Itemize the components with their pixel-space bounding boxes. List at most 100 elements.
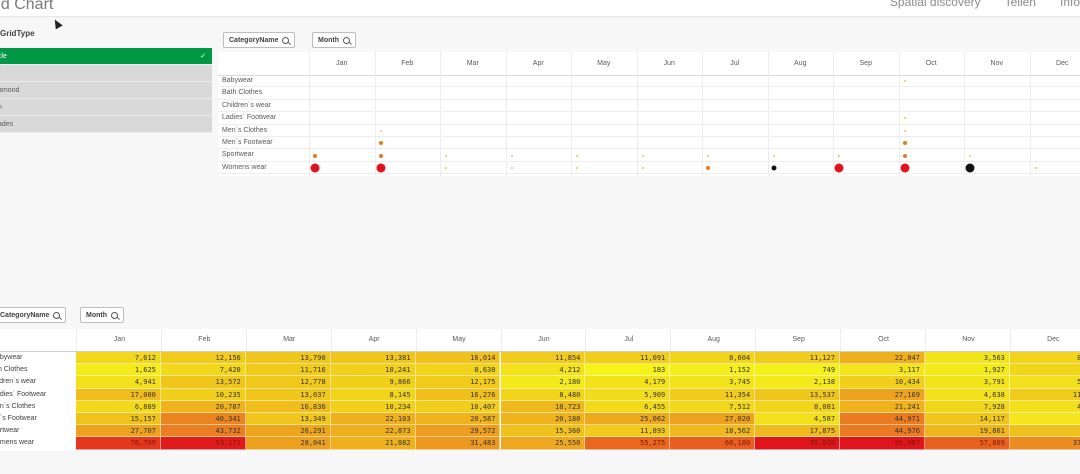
heatmap-cell[interactable]: 10,241 <box>330 364 416 377</box>
heatmap-cell[interactable]: 12,156 <box>160 352 246 365</box>
heatmap-cell[interactable]: 44,971 <box>840 413 925 426</box>
heatmap-cell[interactable]: 5,909 <box>585 388 671 401</box>
heatmap-cell[interactable]: 3,791 <box>925 376 1010 389</box>
heatmap-cell[interactable]: 21,241 <box>840 400 925 413</box>
heatmap-cell[interactable]: 11,7 <box>1009 388 1080 401</box>
grid-dot[interactable] <box>379 129 382 132</box>
heatmap-cell[interactable]: 28,041 <box>245 437 331 450</box>
filter-item-2[interactable]: r <box>0 65 212 82</box>
heatmap-cell[interactable]: 19,861 <box>925 425 1010 438</box>
nav-info[interactable]: Info <box>1059 0 1080 9</box>
heatmap-cell[interactable]: 20,587 <box>415 413 501 426</box>
grid-dot[interactable] <box>771 165 776 171</box>
heatmap-cell[interactable]: 10,434 <box>840 376 925 389</box>
heatmap-cell[interactable]: 11,716 <box>245 364 331 377</box>
heatmap-cell[interactable]: 95,630 <box>755 437 841 450</box>
heatmap-cell[interactable]: 12,778 <box>245 376 331 389</box>
heatmap-cell[interactable]: 7,420 <box>160 364 246 377</box>
grid-dot[interactable] <box>903 117 906 120</box>
filter-item-diamond[interactable]: amond <box>0 82 212 99</box>
grid-dot[interactable] <box>902 141 907 146</box>
heatmap-cell[interactable]: 44,976 <box>840 425 925 438</box>
grid-dot[interactable] <box>834 163 844 173</box>
heatmap-cell[interactable]: 11,091 <box>585 352 671 365</box>
heatmap-cell[interactable]: 31,483 <box>415 437 501 450</box>
month-dimension-button-2[interactable]: Month <box>80 307 124 323</box>
heatmap-cell[interactable]: 8,3 <box>1009 352 1080 365</box>
heatmap-cell[interactable]: 78,709 <box>76 437 161 450</box>
heatmap-cell[interactable]: 13,572 <box>160 376 246 389</box>
heatmap-cell[interactable]: 10,234 <box>330 400 416 413</box>
grid-dot[interactable] <box>965 163 975 173</box>
grid-dot[interactable] <box>772 154 775 157</box>
heatmap-cell[interactable]: 25,062 <box>585 413 671 426</box>
heatmap-cell[interactable]: 16,836 <box>245 400 331 413</box>
grid-dot[interactable] <box>707 154 709 157</box>
heatmap-cell[interactable]: 27,169 <box>840 388 925 401</box>
grid-dot[interactable] <box>445 154 447 157</box>
grid-dot[interactable] <box>445 167 447 169</box>
grid-dot[interactable] <box>903 129 906 132</box>
heatmap-cell[interactable]: 8,480 <box>500 388 586 401</box>
heatmap-cell[interactable]: 7,928 <box>925 400 1010 413</box>
heatmap-cell[interactable]: 16,014 <box>415 352 501 365</box>
heatmap-cell[interactable]: 22,047 <box>840 352 925 365</box>
nav-tellen[interactable]: Tellen <box>1004 0 1036 9</box>
grid-dot[interactable] <box>969 154 971 157</box>
heatmap-cell[interactable]: 4,179 <box>585 376 671 389</box>
heatmap-cell[interactable]: 27,020 <box>670 413 756 426</box>
heatmap-cell[interactable]: 20,787 <box>160 400 246 413</box>
grid-dot[interactable] <box>838 154 840 157</box>
heatmap-cell[interactable]: 3 <box>1009 413 1080 426</box>
heatmap-cell[interactable]: 15,157 <box>76 413 161 426</box>
heatmap-cell[interactable]: 5,0 <box>1009 376 1080 389</box>
heatmap-cell[interactable]: 1,927 <box>925 364 1010 377</box>
heatmap-cell[interactable]: 11,854 <box>500 352 586 365</box>
heatmap-cell[interactable]: 60,180 <box>670 437 756 450</box>
heatmap-cell[interactable]: 95,967 <box>840 437 925 450</box>
heatmap-cell[interactable]: 57,869 <box>925 437 1010 450</box>
category-dimension-button-2[interactable]: CategoryName <box>0 307 67 323</box>
heatmap-cell[interactable]: 8 <box>1009 364 1080 377</box>
heatmap-cell[interactable]: 43,732 <box>160 425 246 438</box>
heatmap-cell[interactable]: 8,630 <box>415 364 501 377</box>
filter-item-4[interactable]: n <box>0 99 212 116</box>
grid-dot[interactable] <box>378 141 383 146</box>
heatmap-cell[interactable]: 8,081 <box>755 400 841 413</box>
heatmap-cell[interactable]: 11,893 <box>585 425 671 438</box>
heatmap-cell[interactable]: 17,000 <box>76 388 161 401</box>
heatmap-cell[interactable]: 4,212 <box>500 364 586 377</box>
heatmap-cell[interactable]: 10,407 <box>415 400 501 413</box>
grid-dot[interactable] <box>641 154 644 157</box>
heatmap-cell[interactable]: 11,127 <box>755 352 841 365</box>
heatmap-cell[interactable]: 20,180 <box>500 413 586 426</box>
heatmap-cell[interactable]: 7,512 <box>670 400 756 413</box>
heatmap-cell[interactable]: 2,138 <box>755 376 841 389</box>
grid-dot[interactable] <box>313 153 317 158</box>
heatmap-cell[interactable]: 2,180 <box>500 376 586 389</box>
heatmap-cell[interactable]: 15,360 <box>500 425 586 438</box>
heatmap-cell[interactable]: 17,875 <box>755 425 841 438</box>
heatmap-cell[interactable]: 4,587 <box>755 413 841 426</box>
heatmap-cell[interactable]: 18,562 <box>670 425 756 438</box>
nav-spatial-discovery[interactable]: Spatial discovery <box>889 0 981 9</box>
heatmap-cell[interactable]: 4,9 <box>1009 400 1080 413</box>
heatmap-cell[interactable]: 10,235 <box>160 388 246 401</box>
heatmap-cell[interactable]: 8,604 <box>670 352 756 365</box>
heatmap-cell[interactable]: 16,276 <box>415 388 501 401</box>
heatmap-cell[interactable]: 93,171 <box>160 437 246 450</box>
heatmap-cell[interactable]: 9,866 <box>330 376 416 389</box>
heatmap-cell[interactable]: 13,381 <box>330 352 416 365</box>
heatmap-cell[interactable]: 13,790 <box>245 352 331 365</box>
heatmap-cell[interactable]: 18,723 <box>500 400 586 413</box>
heatmap-cell[interactable]: 37,1 <box>1009 437 1080 450</box>
grid-dot[interactable] <box>903 80 906 83</box>
heatmap-cell[interactable]: 8,145 <box>330 388 416 401</box>
heatmap-cell[interactable]: 6,455 <box>585 400 671 413</box>
grid-dot[interactable] <box>378 153 383 158</box>
category-dimension-button[interactable]: CategoryName <box>223 32 296 48</box>
heatmap-cell[interactable]: 25,550 <box>500 437 586 450</box>
grid-dot[interactable] <box>510 154 513 157</box>
grid-dot[interactable] <box>641 167 644 169</box>
heatmap-cell[interactable]: 27,707 <box>76 425 161 438</box>
